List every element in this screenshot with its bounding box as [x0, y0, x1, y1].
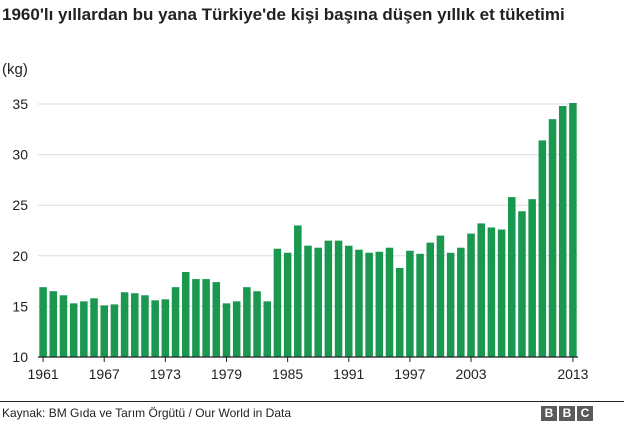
bar-1996 — [395, 267, 404, 357]
y-tick-label: 25 — [12, 197, 28, 213]
bar-1965 — [80, 301, 88, 357]
bar-1991 — [344, 245, 353, 357]
bar-2005 — [487, 227, 496, 357]
bar-2008 — [518, 211, 526, 357]
bar-1972 — [151, 300, 159, 357]
bar-2003 — [467, 233, 475, 357]
chart-title: 1960'lı yıllardan bu yana Türkiye'de kiş… — [2, 5, 565, 24]
bar-1971 — [141, 295, 149, 357]
logo-letter: B — [559, 406, 575, 421]
bar-1968 — [110, 304, 119, 357]
footer-divider — [0, 401, 624, 402]
axes: 10 15 20 25 30 35 1961 1967 1973 1979 1985 1991 1997… — [12, 96, 588, 382]
bar-2006 — [497, 229, 506, 357]
bar-2010 — [538, 140, 547, 357]
bar-1961 — [39, 287, 47, 357]
logo-letter: C — [577, 406, 593, 421]
bar-1987 — [304, 245, 312, 357]
y-axis-unit-label: (kg) — [2, 61, 28, 78]
bar-1978 — [212, 282, 221, 357]
bar-1998 — [416, 253, 424, 357]
x-tick-label: 1967 — [89, 366, 120, 382]
x-tick-label: 1997 — [394, 366, 425, 382]
bar-1988 — [314, 247, 322, 357]
bar-1963 — [59, 295, 68, 357]
bar-1990 — [334, 240, 343, 357]
logo-letter: B — [541, 406, 557, 421]
x-tick-label: 2003 — [455, 366, 486, 382]
bar-1976 — [192, 279, 200, 357]
bar-1999 — [426, 242, 435, 357]
bar-1975 — [181, 271, 190, 357]
bar-1979 — [222, 303, 231, 357]
bars — [39, 102, 577, 358]
source-text: Kaynak: BM Gıda ve Tarım Örgütü / Our Wo… — [2, 406, 292, 420]
bar-2007 — [508, 197, 516, 357]
bar-1982 — [253, 291, 261, 357]
y-tick-label: 35 — [12, 96, 28, 112]
bar-1993 — [365, 252, 373, 357]
bar-1997 — [406, 250, 414, 357]
bar-1969 — [120, 292, 129, 357]
bar-chart: 10 15 20 25 30 35 1961 1967 1973 1979 1985 1991 1997… — [12, 96, 588, 382]
bar-1970 — [131, 293, 139, 357]
x-tick-label: 1979 — [211, 366, 242, 382]
bar-2013 — [569, 102, 577, 358]
x-tick-label: 1985 — [272, 366, 303, 382]
bar-1994 — [375, 251, 384, 357]
bar-1973 — [161, 299, 170, 357]
bar-1981 — [243, 287, 251, 357]
bar-1989 — [324, 240, 333, 357]
bar-2001 — [446, 252, 455, 357]
bar-1984 — [273, 248, 282, 357]
bar-1992 — [355, 249, 363, 357]
bar-2012 — [558, 106, 567, 358]
y-tick-label: 15 — [12, 298, 28, 314]
bar-1985 — [283, 252, 292, 357]
bar-2004 — [477, 223, 485, 357]
bar-1983 — [263, 301, 272, 357]
bar-1986 — [294, 225, 302, 357]
bar-1977 — [202, 279, 210, 357]
bar-1964 — [69, 303, 78, 357]
bar-2000 — [436, 235, 445, 357]
bar-1967 — [100, 305, 108, 357]
y-tick-label: 10 — [12, 349, 28, 365]
x-tick-label: 1991 — [333, 366, 364, 382]
bar-2011 — [548, 119, 557, 358]
y-tick-label: 20 — [12, 248, 28, 264]
bar-2009 — [528, 199, 536, 357]
bar-1980 — [232, 301, 241, 357]
bar-2002 — [457, 247, 465, 357]
x-tick-label: 2013 — [557, 366, 588, 382]
y-tick-label: 30 — [12, 147, 28, 163]
x-tick-label: 1961 — [28, 366, 59, 382]
bbc-logo: B B C — [541, 406, 593, 421]
bar-1995 — [385, 247, 394, 357]
bar-1962 — [49, 291, 58, 357]
x-tick-label: 1973 — [150, 366, 181, 382]
bar-1966 — [90, 298, 98, 357]
bar-1974 — [171, 287, 180, 357]
